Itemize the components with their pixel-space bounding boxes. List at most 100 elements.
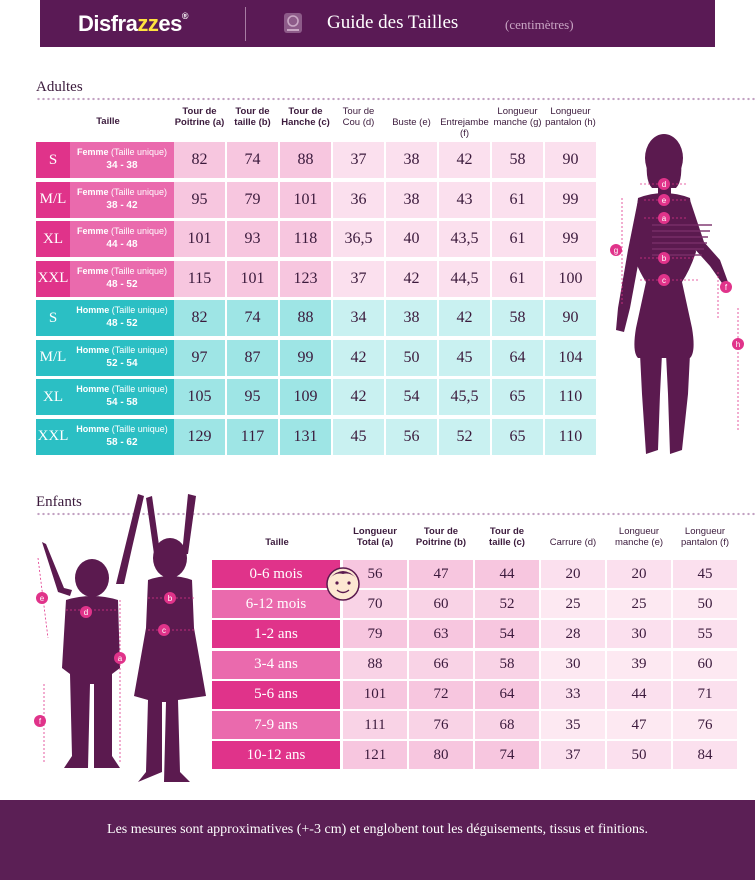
woman-marker-g: g (614, 246, 618, 255)
column-header-line2: pantalon (f) (680, 537, 730, 548)
table-cell: 30 (607, 620, 671, 649)
page-subtitle: (centimètres) (505, 17, 574, 32)
woman-marker-f: f (725, 283, 728, 292)
table-cell: 65 (492, 418, 543, 455)
woman-marker-b: b (662, 254, 667, 263)
adults-divider (36, 97, 755, 101)
page-footer: Les mesures sont approximatives (+-3 cm)… (0, 800, 755, 880)
table-cell: 131 (280, 418, 331, 455)
child-marker-c: c (162, 626, 166, 635)
table-cell: 95 (174, 181, 225, 218)
table-cell: 54 (475, 620, 539, 649)
age-label: 6-12 mois (212, 590, 340, 619)
table-cell: 52 (439, 418, 490, 455)
gender-text: Homme (76, 423, 110, 434)
size-note: (Taille unique) (111, 265, 168, 276)
age-label: 1-2 ans (212, 620, 340, 649)
table-cell: 61 (492, 260, 543, 297)
table-cell: 58 (492, 142, 543, 178)
table-cell: 101 (280, 181, 331, 218)
table-cell: 42 (439, 300, 490, 336)
woman-marker-h: h (736, 340, 740, 349)
table-cell: 64 (475, 680, 539, 709)
table-cell: 35 (541, 711, 605, 739)
table-row: S Femme (Taille unique) 34 - 38 82 74 88 37 38 4… (36, 142, 601, 178)
table-cell: 111 (343, 711, 407, 739)
gender-range-label: Homme (Taille unique) 54 - 58 (70, 379, 174, 415)
table-cell: 79 (227, 181, 278, 218)
table-cell: 129 (174, 418, 225, 455)
woman-marker-a: a (662, 214, 667, 223)
children-column-header: Carrure (d) (537, 537, 609, 548)
age-label: 5-6 ans (212, 680, 340, 709)
age-label: 10-12 ans (212, 741, 340, 770)
child-marker-d: d (84, 608, 88, 617)
page-header: Disfrazzes® Guide des Tailles (centimètr… (40, 0, 715, 47)
logo-suffix: es (158, 10, 182, 36)
table-cell: 47 (607, 711, 671, 739)
table-cell: 99 (280, 339, 331, 376)
table-cell: 43 (439, 181, 490, 218)
table-cell: 20 (541, 560, 605, 588)
column-header-line2: pantalon (h) (545, 117, 596, 128)
table-cell: 66 (409, 650, 473, 679)
brand-logo[interactable]: Disfrazzes® (78, 11, 188, 37)
table-cell: 50 (386, 339, 437, 376)
table-cell: 110 (545, 379, 596, 415)
gender-text: Homme (76, 344, 110, 355)
table-cell: 36,5 (333, 221, 384, 257)
table-cell: 115 (174, 260, 225, 297)
column-header-line2: Cou (d) (342, 117, 375, 128)
table-cell: 58 (492, 300, 543, 336)
gender-range-label: Femme (Taille unique) 44 - 48 (70, 221, 174, 257)
column-header-line1: Tour de (423, 526, 459, 537)
table-cell: 74 (227, 300, 278, 336)
size-range: 58 - 62 (106, 436, 138, 448)
table-cell: 42 (333, 339, 384, 376)
woman-marker-d: d (662, 180, 666, 189)
table-cell: 101 (174, 221, 225, 257)
size-note: (Taille unique) (111, 423, 168, 434)
size-label: S (36, 142, 70, 178)
child-marker-b: b (168, 594, 173, 603)
table-cell: 88 (280, 142, 331, 178)
table-cell: 80 (409, 741, 473, 770)
logo-zz: zz (137, 10, 159, 36)
size-label: XL (36, 379, 70, 415)
table-row: 1-2 ans 79 63 54 28 30 55 (212, 620, 742, 649)
gender-text: Femme (76, 147, 109, 157)
table-cell: 60 (409, 590, 473, 619)
size-note: (Taille unique) (111, 226, 168, 236)
size-note: (Taille unique) (111, 305, 168, 315)
column-header-line1: Longueur (550, 106, 591, 117)
children-column-header: Tour de Poitrine (b) (405, 526, 477, 548)
table-cell: 99 (545, 221, 596, 257)
gender-text: Homme (76, 305, 110, 315)
table-cell: 82 (174, 300, 225, 336)
table-row: XXL Femme (Taille unique) 48 - 52 115 101 123… (36, 260, 601, 297)
table-cell: 101 (343, 680, 407, 709)
table-cell: 44 (475, 560, 539, 588)
age-label: 0-6 mois (212, 560, 340, 588)
column-header-line2: Poitrine (b) (415, 537, 467, 548)
table-cell: 50 (607, 741, 671, 770)
table-cell: 88 (343, 650, 407, 679)
gender-range-label: Homme (Taille unique) 58 - 62 (70, 418, 174, 455)
woman-marker-c: c (662, 276, 666, 285)
table-cell: 42 (439, 142, 490, 178)
table-cell: 123 (280, 260, 331, 297)
column-header-line2: manche (g) (493, 117, 542, 128)
adults-size-header: Taille (96, 116, 120, 127)
table-cell: 36 (333, 181, 384, 218)
logo-reg: ® (181, 10, 189, 21)
logo-prefix: Disfra (78, 10, 138, 36)
age-label: 3-4 ans (212, 650, 340, 679)
table-cell: 105 (174, 379, 225, 415)
size-range: 44 - 48 (106, 239, 138, 250)
size-range: 34 - 38 (106, 160, 138, 171)
table-cell: 90 (545, 142, 596, 178)
table-row: 10-12 ans 121 80 74 37 50 84 (212, 741, 742, 770)
gender-range-label: Homme (Taille unique) 52 - 54 (70, 339, 174, 376)
table-cell: 65 (492, 379, 543, 415)
adults-column-header: Tour de taille (b) (223, 106, 282, 128)
